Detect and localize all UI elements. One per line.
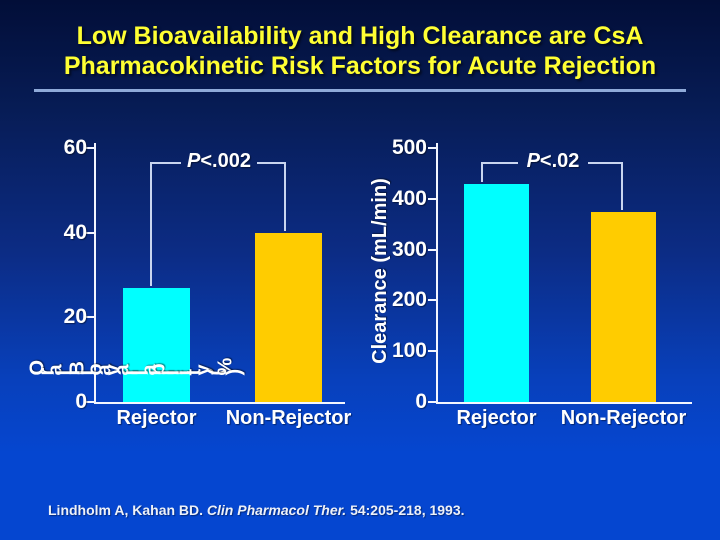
x-category-label: Non-Rejector (560, 407, 687, 429)
sig-bracket-horizontal-left (150, 162, 181, 164)
y-tick-label: 400 (391, 186, 427, 210)
sig-bracket-horizontal-right (257, 162, 286, 164)
bar-rejector (464, 183, 529, 402)
sig-bracket-vertical-left (150, 162, 152, 286)
slide-title-line1: Low Bioavailability and High Clearance a… (76, 22, 644, 50)
sig-bracket-vertical-right (621, 162, 623, 210)
x-axis (436, 402, 692, 404)
x-category-label: Rejector (116, 407, 197, 429)
y-tick-label: 200 (391, 288, 427, 312)
bar-non-rejector (591, 211, 656, 402)
y-tick (428, 350, 437, 353)
sig-bracket-horizontal-right (588, 162, 623, 164)
y-tick (428, 299, 437, 302)
y-tick-label: 500 (391, 136, 427, 159)
slide-title: Low Bioavailability and High Clearance a… (0, 21, 720, 81)
sig-bracket-vertical-left (481, 162, 483, 182)
y-axis (94, 143, 96, 404)
y-tick-label: 60 (63, 136, 87, 159)
y-tick (86, 231, 95, 234)
y-tick (86, 401, 95, 403)
y-tick-label: 100 (391, 339, 427, 363)
y-tick-label: 0 (415, 390, 427, 413)
citation-authors: Lindholm A, Kahan BD. (48, 502, 207, 518)
y-tick (86, 316, 95, 319)
y-tick (86, 147, 95, 149)
p-value-label: P<.002 (187, 150, 251, 172)
citation-reference: 54:205-218, 1993. (346, 502, 465, 518)
y-tick (428, 147, 437, 149)
citation-journal: Clin Pharmacol Ther. (206, 502, 347, 518)
y-tick-label: 20 (63, 305, 87, 329)
p-value-label: P<.02 (526, 150, 580, 172)
y-tick (428, 197, 437, 200)
sig-bracket-horizontal-left (481, 162, 518, 164)
y-tick-label: 0 (75, 390, 87, 413)
y-tick-label: 40 (63, 220, 87, 244)
x-category-label: Rejector (456, 407, 537, 429)
x-category-label: Non-Rejector (225, 407, 352, 429)
citation: Lindholm A, Kahan BD. Clin Pharmacol The… (48, 501, 465, 519)
bar-rejector (123, 287, 190, 402)
title-underline (34, 89, 686, 92)
x-axis (94, 402, 345, 404)
slide-title-line2: Pharmacokinetic Risk Factors for Acute R… (63, 52, 657, 80)
y-tick (428, 401, 437, 403)
sig-bracket-vertical-right (284, 162, 286, 231)
y-tick (428, 248, 437, 251)
bar-non-rejector (255, 232, 322, 402)
y-axis (436, 143, 438, 404)
y-axis-title: Clearance (mL/min) (369, 178, 391, 364)
y-tick-label: 300 (391, 237, 427, 261)
